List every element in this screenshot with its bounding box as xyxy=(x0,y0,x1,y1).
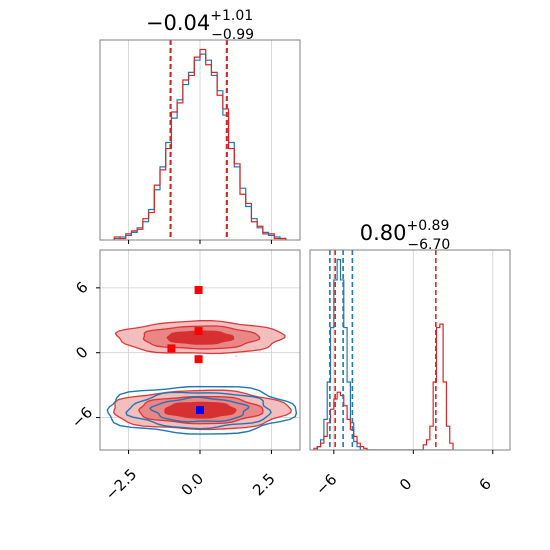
markers xyxy=(167,286,204,414)
panel-title-param2: 0.80+0.89 −6.70 xyxy=(360,218,451,253)
axes-frame xyxy=(309,249,511,451)
histogram-step-red xyxy=(313,323,454,450)
axis-ticks: −2.5 0.0 2.5 6 0 −6 xyxy=(68,278,279,504)
histogram-panel-param2: −6 0 6 0.80+0.89 −6.70 xyxy=(309,218,511,499)
y-tick-label: −6 xyxy=(68,403,96,431)
x-tick-label: −6 xyxy=(312,470,340,498)
histogram-step-red xyxy=(113,48,287,240)
contour-level-blue xyxy=(125,391,272,430)
marker-red xyxy=(194,286,203,294)
title-upper-error: +1.01 xyxy=(210,8,253,24)
marker-red xyxy=(194,327,203,336)
quantile-lines xyxy=(329,250,437,450)
contour-level-red xyxy=(166,330,235,345)
marker-blue xyxy=(196,406,204,414)
marker-red xyxy=(194,355,203,364)
title-upper-error: +0.89 xyxy=(406,218,449,234)
y-tick-label: 0 xyxy=(72,343,91,362)
x-tick-label: −2.5 xyxy=(102,465,140,503)
x-tick-label: 0.0 xyxy=(178,470,208,500)
title-lower-error: −6.70 xyxy=(407,237,450,253)
histogram-series xyxy=(113,48,287,240)
x-ticks: −6 0 6 xyxy=(312,450,495,499)
title-lower-error: −0.99 xyxy=(211,27,254,43)
x-ticks xyxy=(128,240,272,244)
marker-red xyxy=(167,344,176,353)
panel-title-param1: −0.04+1.01 −0.99 xyxy=(146,8,254,43)
y-tick-label: 6 xyxy=(72,278,91,297)
x-tick-label: 0 xyxy=(396,475,415,494)
quantile-lines xyxy=(169,40,228,240)
contour-level-blue xyxy=(149,396,250,423)
contour-level-blue xyxy=(106,385,298,435)
scatter-point-red xyxy=(235,355,238,358)
title-value: −0.04 xyxy=(146,11,210,35)
contour-panel: −2.5 0.0 2.5 6 0 −6 xyxy=(68,249,301,504)
grid xyxy=(333,250,494,450)
contour-levels xyxy=(106,319,298,435)
x-tick-label: 2.5 xyxy=(249,470,279,500)
title-value: 0.80 xyxy=(360,221,407,245)
grid xyxy=(128,40,272,240)
x-tick-label: 6 xyxy=(476,475,495,494)
histogram-panel-param1: −0.04+1.01 −0.99 xyxy=(99,8,301,244)
